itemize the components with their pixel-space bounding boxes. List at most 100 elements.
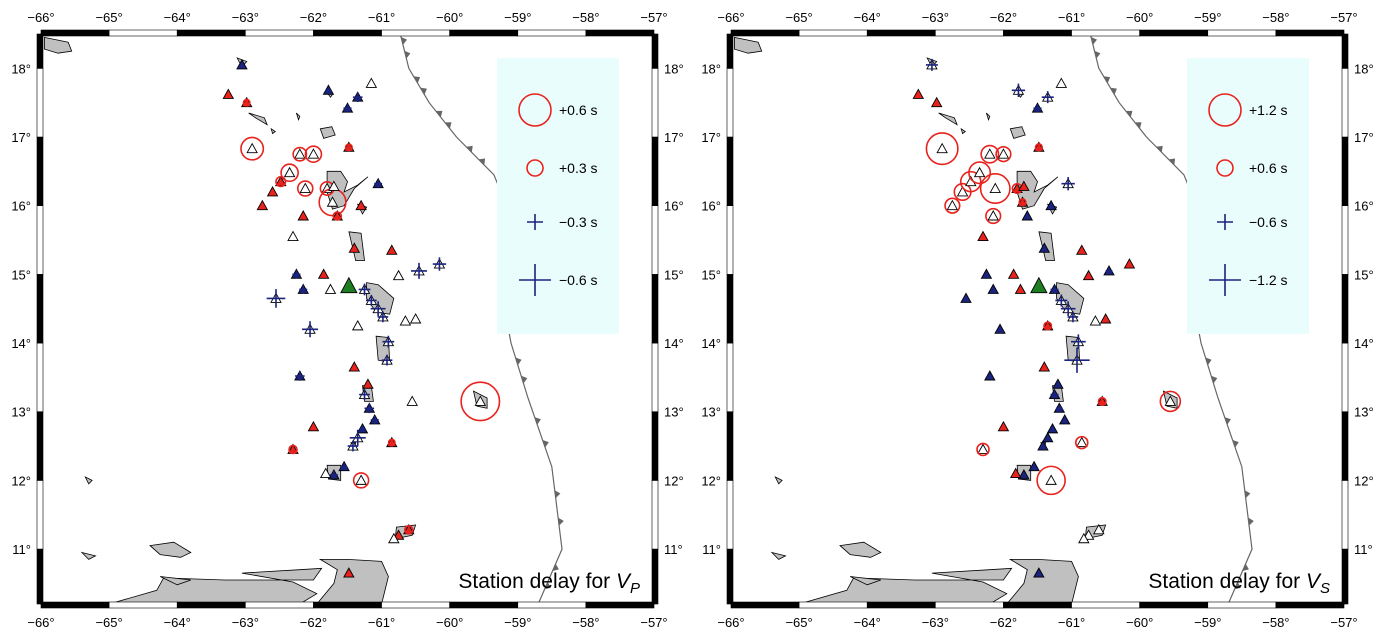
station-triangle [1014,283,1027,294]
frame-segment [1071,601,1140,609]
station-triangle [977,230,989,242]
station-triangle [392,269,405,281]
delay-cross [295,371,305,381]
legend-label: −1.2 s [1249,272,1288,288]
legend-cross-symbol [1209,264,1241,296]
frame-segment [651,480,659,550]
frame-segment [176,601,246,609]
lon-tick-label-bottom: −65° [785,615,812,630]
trench-tooth [1125,110,1133,118]
lon-tick-label-bottom: −61° [1058,615,1085,630]
lon-tick-label-bottom: −65° [95,615,122,630]
delay-cross [359,425,366,433]
lat-tick-label-right: 12° [1354,473,1374,488]
delay-cross [925,58,938,71]
delay-circle [976,442,990,457]
lon-tick-label-top: −60° [436,10,463,25]
station-triangle [319,467,332,478]
frame-segment [381,601,450,609]
station-triangle [386,244,398,255]
delay-cross [366,295,377,306]
station-triangle [936,142,948,154]
frame-segment [726,480,734,550]
delay-cross [302,321,319,338]
island-shape [960,127,966,135]
frame-segment [381,29,450,37]
lon-tick-label-bottom: −62° [990,615,1017,630]
island-shape [770,551,787,560]
frame-segment [730,29,800,37]
lat-tick-label-left: 11° [702,542,721,557]
lon-tick-label-top: −61° [368,10,395,25]
frame-segment [1341,480,1349,550]
frame-segment [798,29,868,37]
delay-cross [343,104,352,113]
lon-tick-label-bottom: −66° [27,615,54,630]
station-triangle [409,313,422,324]
lat-tick-label-left: 17° [701,130,721,145]
frame-segment [866,601,936,609]
legend-label: −0.6 s [559,272,598,288]
delay-circle [387,438,396,447]
frame-segment [651,411,659,481]
station-triangle [1028,460,1040,472]
station-triangle [1123,258,1136,269]
island-shape [366,282,395,315]
delay-circle [979,173,1011,204]
delay-circle [1036,465,1066,496]
delay-circle [1097,396,1107,406]
lat-tick-label-right: 14° [1354,336,1374,351]
lat-tick-label-right: 16° [664,199,684,214]
legend-circle-symbol [526,159,544,177]
delay-circle [460,381,501,422]
frame-segment [651,548,659,605]
legend-circle-symbol [1216,159,1234,177]
station-triangle [348,242,361,253]
trench-tooth [1248,517,1254,526]
delay-cross [1105,267,1113,275]
lat-tick-label-left: 14° [701,336,721,351]
lat-tick-label-left: 15° [701,267,721,282]
station-triangle [1076,244,1088,255]
lon-tick-label-top: −66° [27,10,54,25]
station-triangle [236,58,248,70]
station-triangle [324,283,337,294]
panel-caption: Station delay for VS [1148,570,1330,597]
station-triangle [299,182,312,193]
station-triangle [997,148,1010,159]
landmass-layer [734,36,1178,604]
station-triangle [256,199,269,211]
delay-cross [364,403,375,414]
trench-tooth [1232,440,1239,448]
delay-cross [1071,334,1086,349]
delay-cross [1041,91,1054,104]
lon-tick-label-top: −57° [1330,10,1357,25]
station-triangle [1046,422,1059,434]
island-shape [270,127,276,135]
lat-tick-label-right: 17° [1354,130,1374,145]
axis-ticks: −66° −66° −65° −65° −64° −64° −63° −63° −62° −62°… [11,10,683,630]
delay-cross [1055,294,1068,307]
frame-segment [1207,601,1277,609]
station-triangle [1093,523,1105,535]
trench-tooth [1205,357,1212,366]
delay-cross [374,179,383,188]
lon-tick-label-bottom: −59° [504,615,531,630]
frame-segment [585,601,655,609]
frame-segment [726,342,734,413]
delay-circle [959,170,982,193]
lon-tick-label-bottom: −60° [436,615,463,630]
lat-tick-label-right: 11° [1354,542,1373,557]
trench-tooth [1110,87,1117,95]
frame-segment [245,29,314,37]
station-triangle [987,283,999,294]
station-triangle [1021,210,1034,221]
trench-tooth [1134,122,1142,129]
trench-tooth [552,563,559,571]
station-triangle [1033,567,1045,578]
frame-segment [866,29,936,37]
lon-tick-label-top: −64° [164,10,191,25]
delay-cross [352,92,363,102]
legend-box: +0.6 s +0.3 s −0.3 s −0.6 s [497,58,619,334]
